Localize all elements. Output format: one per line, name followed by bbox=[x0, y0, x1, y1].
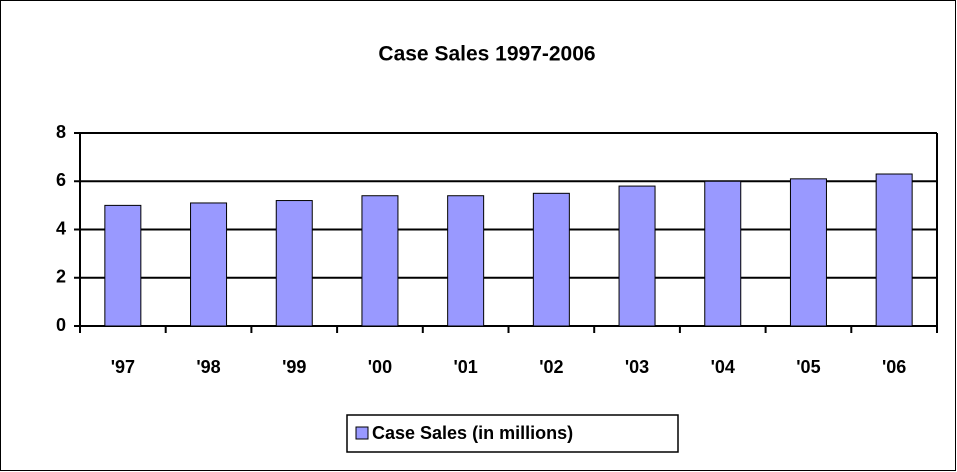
bar bbox=[618, 185, 656, 327]
x-tick-label: '00 bbox=[368, 357, 392, 377]
bar bbox=[789, 178, 827, 327]
chart-title: Case Sales 1997-2006 bbox=[378, 43, 595, 66]
bar bbox=[275, 200, 313, 327]
y-tick-label: 8 bbox=[56, 122, 66, 142]
legend-box bbox=[346, 414, 679, 453]
bar bbox=[875, 173, 913, 327]
y-tick-label: 0 bbox=[56, 315, 66, 335]
x-tick-label: '02 bbox=[539, 357, 563, 377]
x-tick-label: '01 bbox=[453, 357, 477, 377]
bar bbox=[532, 192, 570, 327]
x-tick-label: '98 bbox=[196, 357, 220, 377]
x-tick-label: '99 bbox=[282, 357, 306, 377]
x-tick-label: '03 bbox=[625, 357, 649, 377]
bar bbox=[190, 202, 228, 327]
bar bbox=[704, 180, 742, 327]
bar bbox=[447, 195, 485, 327]
bar bbox=[361, 195, 399, 327]
x-tick-label: '06 bbox=[882, 357, 906, 377]
x-tick-label: '97 bbox=[111, 357, 135, 377]
y-tick-label: 6 bbox=[56, 170, 66, 190]
legend-swatch bbox=[355, 426, 369, 440]
y-tick-label: 4 bbox=[56, 218, 66, 238]
legend-label: Case Sales (in millions) bbox=[372, 423, 573, 443]
bar bbox=[104, 204, 142, 327]
x-tick-label: '05 bbox=[796, 357, 820, 377]
y-tick-label: 2 bbox=[56, 267, 66, 287]
x-tick-label: '04 bbox=[711, 357, 735, 377]
